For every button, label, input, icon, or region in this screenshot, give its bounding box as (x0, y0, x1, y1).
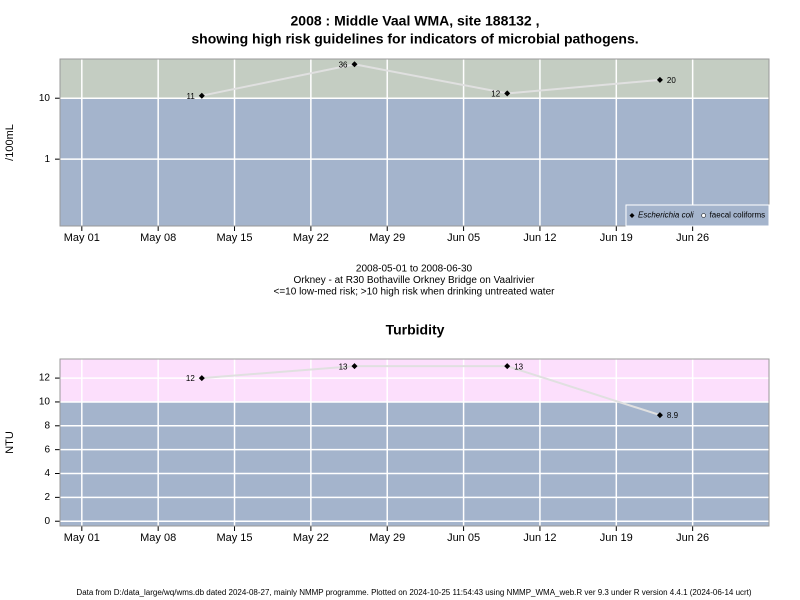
guideline-band (60, 59, 769, 99)
y-tick-label: 10 (39, 397, 51, 408)
y-tick-label: 2 (44, 492, 50, 503)
x-tick-label: May 22 (293, 532, 329, 544)
data-label: 20 (667, 76, 676, 85)
x-tick-label: Jun 05 (447, 232, 480, 244)
data-point (656, 76, 663, 83)
legend-box (625, 204, 770, 227)
data-point (198, 92, 205, 99)
x-tick-label: Jun 19 (600, 232, 633, 244)
data-point (198, 375, 205, 382)
data-label: 11 (186, 92, 195, 101)
y-tick-label: 10 (39, 93, 51, 104)
x-tick-label: May 01 (64, 532, 100, 544)
x-tick-label: May 22 (293, 232, 329, 244)
y-tick-label: 6 (44, 444, 50, 455)
x-tick-label: Jun 26 (676, 232, 709, 244)
y-tick-label: 8 (44, 420, 50, 431)
x-tick-label: May 29 (369, 532, 405, 544)
plot-frame (59, 58, 770, 227)
x-tick-label: Jun 12 (523, 232, 556, 244)
x-tick-label: Jun 19 (600, 532, 633, 544)
x-tick-label: May 01 (64, 232, 100, 244)
data-label: 36 (339, 60, 348, 69)
plot-frame (59, 358, 770, 527)
data-label: 8.9 (667, 411, 679, 420)
x-tick-label: May 08 (140, 232, 176, 244)
x-tick-label: May 08 (140, 532, 176, 544)
data-label: 12 (186, 374, 195, 383)
data-point (656, 412, 663, 419)
data-point (351, 363, 358, 370)
data-label: 13 (339, 362, 348, 371)
y-tick-label: 4 (44, 468, 50, 479)
chart-title: showing high risk guidelines for indicat… (191, 31, 638, 47)
y-tick-label: 1 (44, 154, 50, 165)
chart-title: Turbidity (386, 322, 445, 338)
data-point (504, 90, 511, 97)
x-tick-label: May 15 (216, 532, 252, 544)
x-tick-label: May 29 (369, 232, 405, 244)
legend-marker (701, 213, 706, 218)
y-tick-label: 0 (44, 516, 50, 527)
legend-label: faecal coliforms (710, 211, 766, 220)
legend-marker (629, 213, 635, 218)
footer: Data from D:/data_large/wq/wms.db dated … (76, 588, 751, 597)
data-label: 13 (514, 362, 523, 371)
x-tick-label: Jun 05 (447, 532, 480, 544)
y-axis-label: NTU (4, 431, 16, 454)
series-line (201, 365, 661, 417)
legend-label: Escherichia coli (638, 211, 694, 220)
chart-title: 2008 : Middle Vaal WMA, site 188132 , (291, 13, 540, 29)
data-point (351, 61, 358, 68)
x-tick-label: May 15 (216, 232, 252, 244)
y-tick-label: 12 (39, 373, 51, 384)
subtitle: <=10 low-med risk; >10 high risk when dr… (274, 287, 556, 298)
subtitle: 2008-05-01 to 2008-06-30 (356, 264, 473, 275)
series-line (201, 63, 661, 97)
data-point (504, 363, 511, 370)
data-label: 12 (491, 89, 500, 98)
x-tick-label: Jun 26 (676, 532, 709, 544)
x-tick-label: Jun 12 (523, 532, 556, 544)
y-axis-label: /100mL (4, 124, 16, 161)
subtitle: Orkney - at R30 Bothaville Orkney Bridge… (293, 275, 535, 286)
